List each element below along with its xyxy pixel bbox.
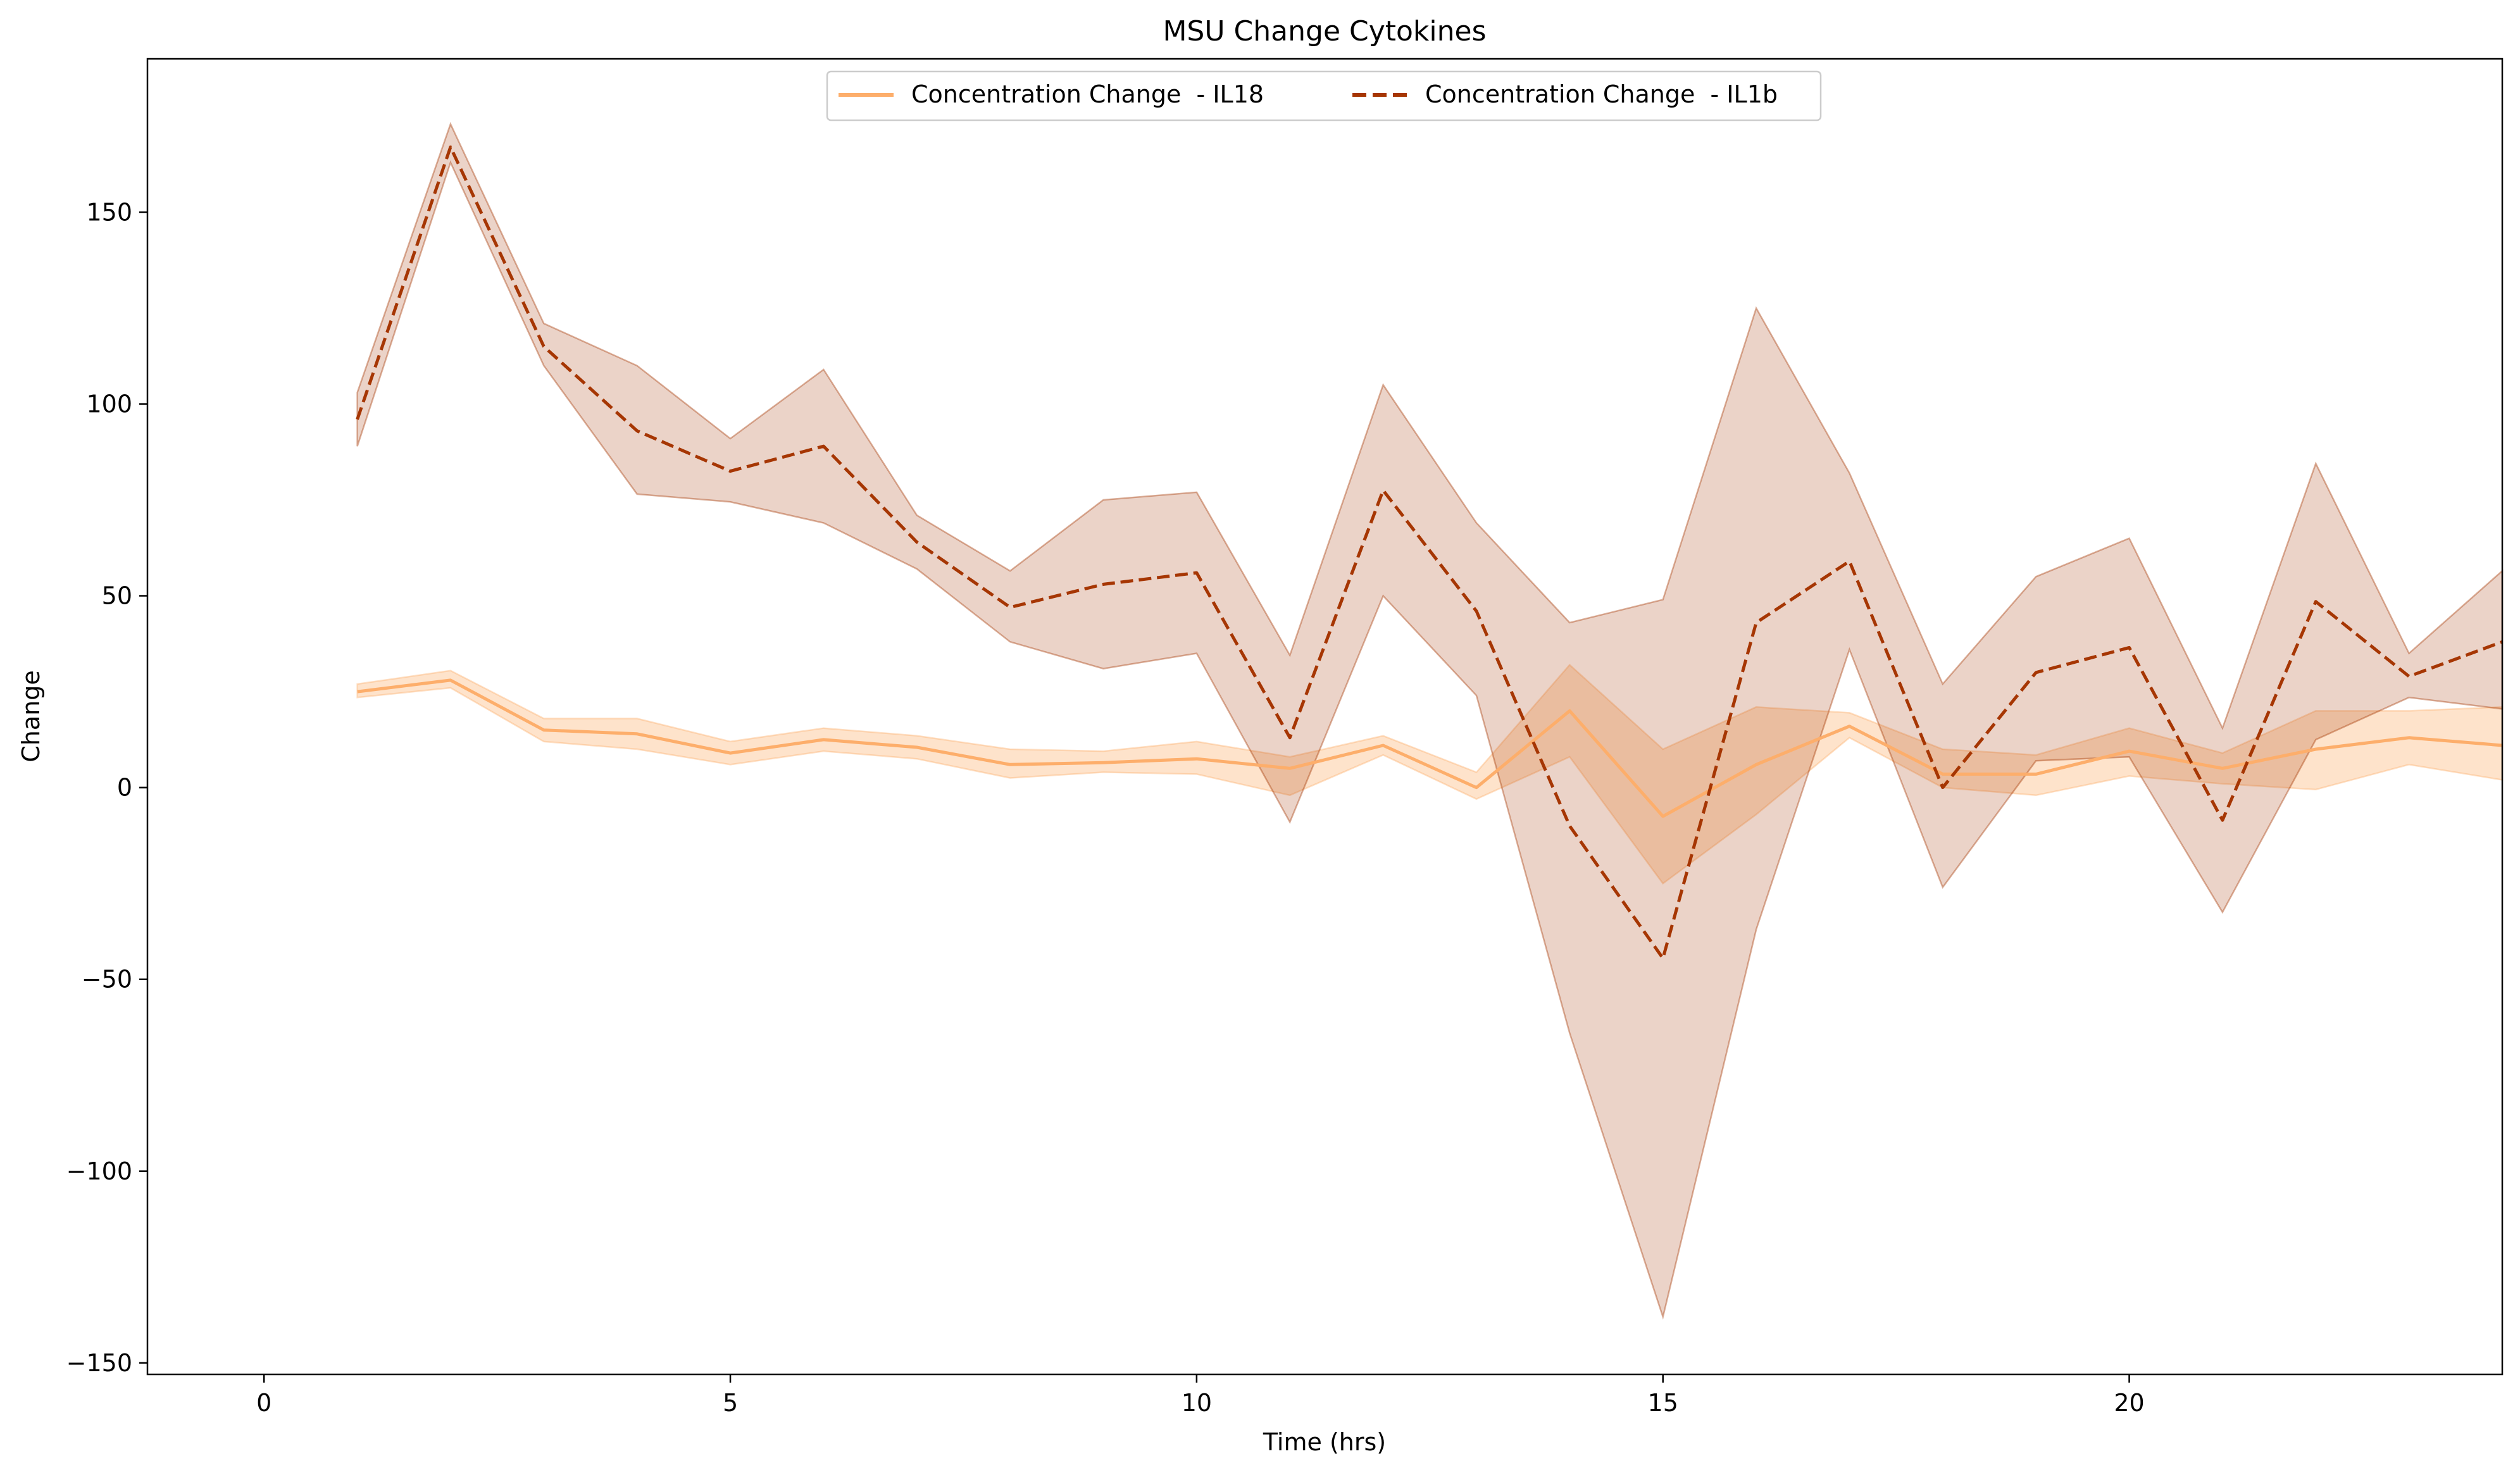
y-tick-label: −100	[66, 1157, 132, 1185]
plot-area-frame	[146, 58, 2504, 1376]
confidence-band-il1b	[356, 121, 2504, 1320]
y-tick-label: 50	[102, 582, 132, 610]
legend-label-il18: Concentration Change - IL18	[911, 80, 1264, 108]
x-axis-label: Time (hrs)	[1263, 1428, 1386, 1456]
y-tick-label: −150	[66, 1349, 132, 1377]
y-axis-label: Change	[17, 670, 45, 762]
legend-label-il1b: Concentration Change - IL1b	[1425, 80, 1778, 108]
x-tick-label: 5	[723, 1389, 738, 1417]
y-tick-label: 0	[117, 774, 132, 802]
x-tick-label: 10	[1182, 1389, 1212, 1417]
chart-title: MSU Change Cytokines	[1163, 15, 1486, 47]
series-line-il1b	[356, 145, 2503, 960]
legend: Concentration Change - IL18 Concentratio…	[826, 70, 1822, 121]
x-tick-label: 0	[256, 1389, 271, 1417]
legend-box	[826, 70, 1822, 121]
x-tick-label: 15	[1648, 1389, 1678, 1417]
y-tick-label: 100	[86, 390, 132, 418]
series-lines	[356, 145, 2503, 960]
x-tick-label: 20	[2114, 1389, 2144, 1417]
x-axis: 0 5 10 15 20	[256, 1374, 2145, 1417]
y-tick-label: 150	[86, 198, 132, 226]
y-axis: −150 −100 −50 0 50 100 150	[66, 198, 147, 1377]
series-line-il18	[357, 678, 2503, 818]
y-tick-label: −50	[82, 966, 132, 993]
confidence-bands	[356, 121, 2504, 1320]
